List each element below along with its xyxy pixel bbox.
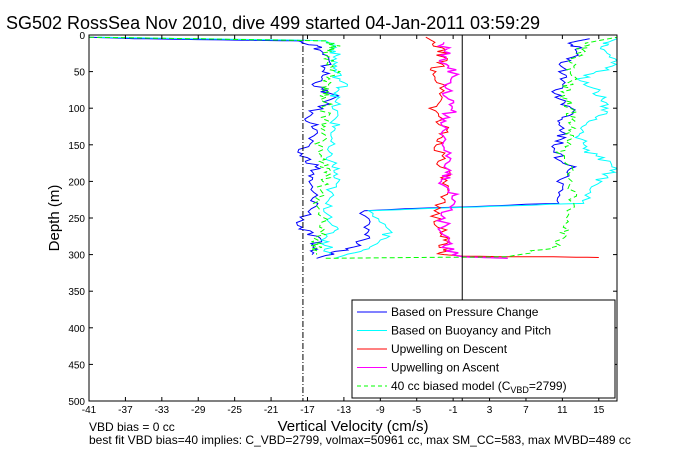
x-tick-label: -17 (300, 405, 315, 416)
y-axis-label: Depth (m) (46, 185, 63, 252)
series-0-descent-line (89, 36, 340, 255)
x-tick-label: 3 (487, 405, 493, 416)
x-tick-label: -33 (155, 405, 170, 416)
series-0-ascent-line (316, 38, 590, 259)
y-tick-label: 100 (68, 104, 85, 115)
legend-label-0: Based on Pressure Change (391, 305, 539, 319)
y-tick-label: 500 (68, 397, 85, 408)
y-tick-label: 0 (79, 31, 85, 42)
x-tick-label: 15 (593, 405, 605, 416)
x-tick-label: -29 (191, 405, 206, 416)
y-axis-ticks: 0 50 100 150 200 250 300 350 400 450 500 (68, 31, 617, 408)
y-tick-label: 450 (68, 360, 85, 371)
y-tick-label: 400 (68, 324, 85, 335)
x-axis-label: Vertical Velocity (cm/s) (278, 418, 429, 435)
x-tick-label: -9 (376, 405, 385, 416)
series-4-ascent-line (325, 36, 617, 259)
series-4-descent-line (89, 36, 342, 255)
x-tick-label: 7 (523, 405, 529, 416)
chart-title: SG502 RossSea Nov 2010, dive 499 started… (6, 13, 540, 33)
x-tick-label: -5 (412, 405, 421, 416)
legend-label-4: 40 cc biased model (CVBD=2799) (391, 379, 567, 395)
y-tick-label: 250 (68, 214, 85, 225)
y-tick-label: 50 (74, 68, 86, 79)
legend: Based on Pressure Change Based on Buoyanc… (351, 299, 616, 399)
x-tick-label: 11 (557, 405, 568, 416)
series-2-profile-line (425, 36, 599, 258)
legend-label-1: Based on Buoyancy and Pitch (391, 324, 551, 338)
legend-box (351, 299, 616, 399)
x-tick-label: -1 (449, 405, 458, 416)
legend-label-3: Upwelling on Ascent (391, 361, 500, 375)
footer-vbd-bias: VBD bias = 0 cc (89, 420, 175, 434)
series-1-ascent-line (334, 38, 617, 259)
y-tick-label: 150 (68, 141, 85, 152)
x-tick-label: -21 (264, 405, 279, 416)
series-1-descent-line (98, 36, 349, 255)
y-tick-label: 200 (68, 177, 85, 188)
y-tick-label: 300 (68, 251, 85, 262)
series-layer (89, 36, 617, 259)
x-axis-ticks: -41 -37 -33 -29 -25 -21 -17 -13 -9 -5 -1 3 7 11 15 (82, 35, 605, 416)
footer-best-fit: best fit VBD bias=40 implies: C_VBD=2799… (89, 433, 631, 447)
x-tick-label: -37 (118, 405, 133, 416)
x-tick-label: -41 (82, 405, 97, 416)
legend-label-2: Upwelling on Descent (391, 342, 508, 356)
x-tick-label: -13 (337, 405, 352, 416)
y-tick-label: 350 (68, 287, 85, 298)
series-3-profile-line (435, 42, 508, 259)
x-tick-label: -25 (227, 405, 242, 416)
